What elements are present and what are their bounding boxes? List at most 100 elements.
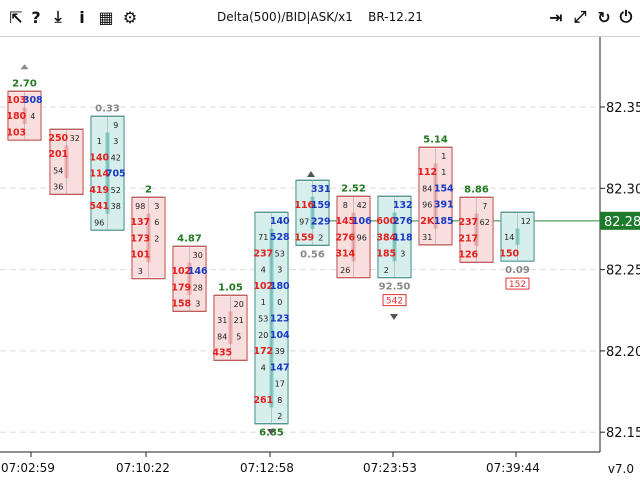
bid-volume: 54 — [53, 166, 63, 175]
delta-label: 2 — [145, 184, 152, 195]
bid-volume: 116 — [294, 200, 314, 211]
expand-icon[interactable]: ⤢ — [573, 7, 587, 26]
exit-icon[interactable]: ⇥ — [549, 7, 563, 27]
ask-volume: 53 — [275, 249, 285, 258]
bid-volume: 126 — [458, 250, 478, 261]
volume-badge — [382, 294, 407, 307]
price-tick-label: 82.30 — [606, 182, 640, 197]
bid-volume: 4 — [261, 266, 266, 275]
bid-volume: 103 — [6, 95, 26, 106]
footprint-chart[interactable]: 82.35 82.30 82.25 82.20 82.15 07:02:59 07:10:2… — [0, 37, 640, 480]
download-icon[interactable]: ⤓ — [54, 7, 62, 26]
bid-volume: 3 — [138, 267, 143, 276]
ask-volume: 6 — [154, 218, 159, 227]
candle[interactable]: 20 31 21 84 5 435 — [212, 294, 248, 361]
arrow-down-icon — [267, 429, 275, 435]
info-icon[interactable]: i — [79, 7, 85, 27]
candle[interactable]: 12 14 150 — [499, 211, 535, 262]
ask-volume: 3 — [113, 137, 118, 146]
ask-volume: 3 — [277, 266, 282, 275]
bid-volume: 2K — [420, 216, 435, 227]
ask-volume: 12 — [521, 217, 531, 226]
bid-volume: 8 — [343, 201, 348, 210]
ask-volume: 8 — [277, 396, 282, 405]
current-price-label: 82.28 — [604, 215, 640, 230]
ask-volume: 30 — [193, 251, 203, 260]
ask-volume: 42 — [111, 153, 121, 162]
bid-volume: 71 — [258, 233, 268, 242]
help-icon[interactable]: ? — [31, 7, 41, 27]
bid-volume: 2 — [384, 266, 389, 275]
cursor-arrow-icon[interactable]: ⇱ — [9, 7, 23, 27]
time-tick-label: 07:39:44 — [486, 461, 540, 475]
ask-volume: 7 — [482, 202, 487, 211]
time-tick-label: 07:02:59 — [1, 461, 55, 475]
bid-volume: 276 — [335, 232, 355, 243]
bid-volume: 541 — [89, 201, 109, 212]
delta-label: 2.52 — [341, 183, 366, 194]
bid-volume: 97 — [299, 217, 309, 226]
ask-volume: 123 — [270, 313, 290, 324]
arrow-down-icon — [390, 314, 398, 320]
bid-volume: 237 — [253, 248, 273, 259]
ask-volume: 28 — [193, 283, 203, 292]
bid-volume: 26 — [340, 266, 350, 275]
bid-volume: 173 — [130, 233, 150, 244]
bid-volume: 112 — [417, 167, 437, 178]
price-tick-label: 82.15 — [606, 426, 640, 441]
bid-volume: 145 — [335, 216, 355, 227]
ask-volume: 39 — [275, 347, 285, 356]
ask-volume: 96 — [357, 233, 367, 242]
bid-volume: 384 — [376, 232, 396, 243]
bid-volume: 102 — [171, 266, 191, 277]
bid-volume: 36 — [53, 183, 63, 192]
delta-label: 0.09 — [505, 265, 530, 276]
ask-volume: 140 — [270, 216, 290, 227]
ask-volume: 17 — [275, 380, 285, 389]
ask-volume: 52 — [111, 186, 121, 195]
refresh-icon[interactable]: ↻ — [597, 7, 611, 27]
arrow-up-icon — [20, 64, 29, 70]
ask-volume: 3 — [195, 300, 200, 309]
ask-volume: 21 — [234, 316, 244, 325]
ask-volume: 104 — [270, 330, 290, 341]
bid-volume: 158 — [171, 299, 191, 310]
bid-volume: 1 — [261, 298, 266, 307]
ask-volume: 38 — [111, 202, 121, 211]
ask-volume: 3 — [154, 202, 159, 211]
bid-volume: 102 — [253, 281, 273, 292]
ask-volume: 132 — [393, 200, 413, 211]
delta-label: 4.87 — [177, 233, 202, 244]
price-tick-label: 82.35 — [606, 101, 640, 116]
indicator-title: Delta(500)/BID|ASK/x1 — [217, 10, 353, 24]
bid-volume: 103 — [6, 127, 26, 138]
ask-volume: 42 — [357, 201, 367, 210]
bid-volume: 96 — [94, 218, 104, 227]
ask-volume: 229 — [311, 216, 331, 227]
ask-volume: 32 — [70, 134, 80, 143]
candle[interactable]: 98 3 137 6 173 2 101 3 — [130, 196, 166, 280]
gear-icon[interactable]: ⚙ — [122, 7, 138, 27]
bid-volume: 31 — [422, 233, 432, 242]
bid-volume: 172 — [253, 346, 273, 357]
bid-volume: 1 — [97, 137, 102, 146]
toolbar: ⇱ ? ⤓ i ▦ ⚙ Delta(500)/BID|ASK/x1 BR-12.… — [0, 0, 640, 37]
bid-volume: 14 — [504, 233, 514, 242]
bid-volume: 4 — [261, 363, 266, 372]
power-icon[interactable]: ⏻ — [619, 7, 633, 26]
ask-volume: 147 — [270, 362, 290, 373]
chart-window-icon[interactable]: ▦ — [98, 7, 114, 27]
bid-volume: 600 — [376, 216, 396, 227]
bid-volume: 261 — [253, 395, 273, 406]
ask-volume: 331 — [311, 184, 331, 195]
